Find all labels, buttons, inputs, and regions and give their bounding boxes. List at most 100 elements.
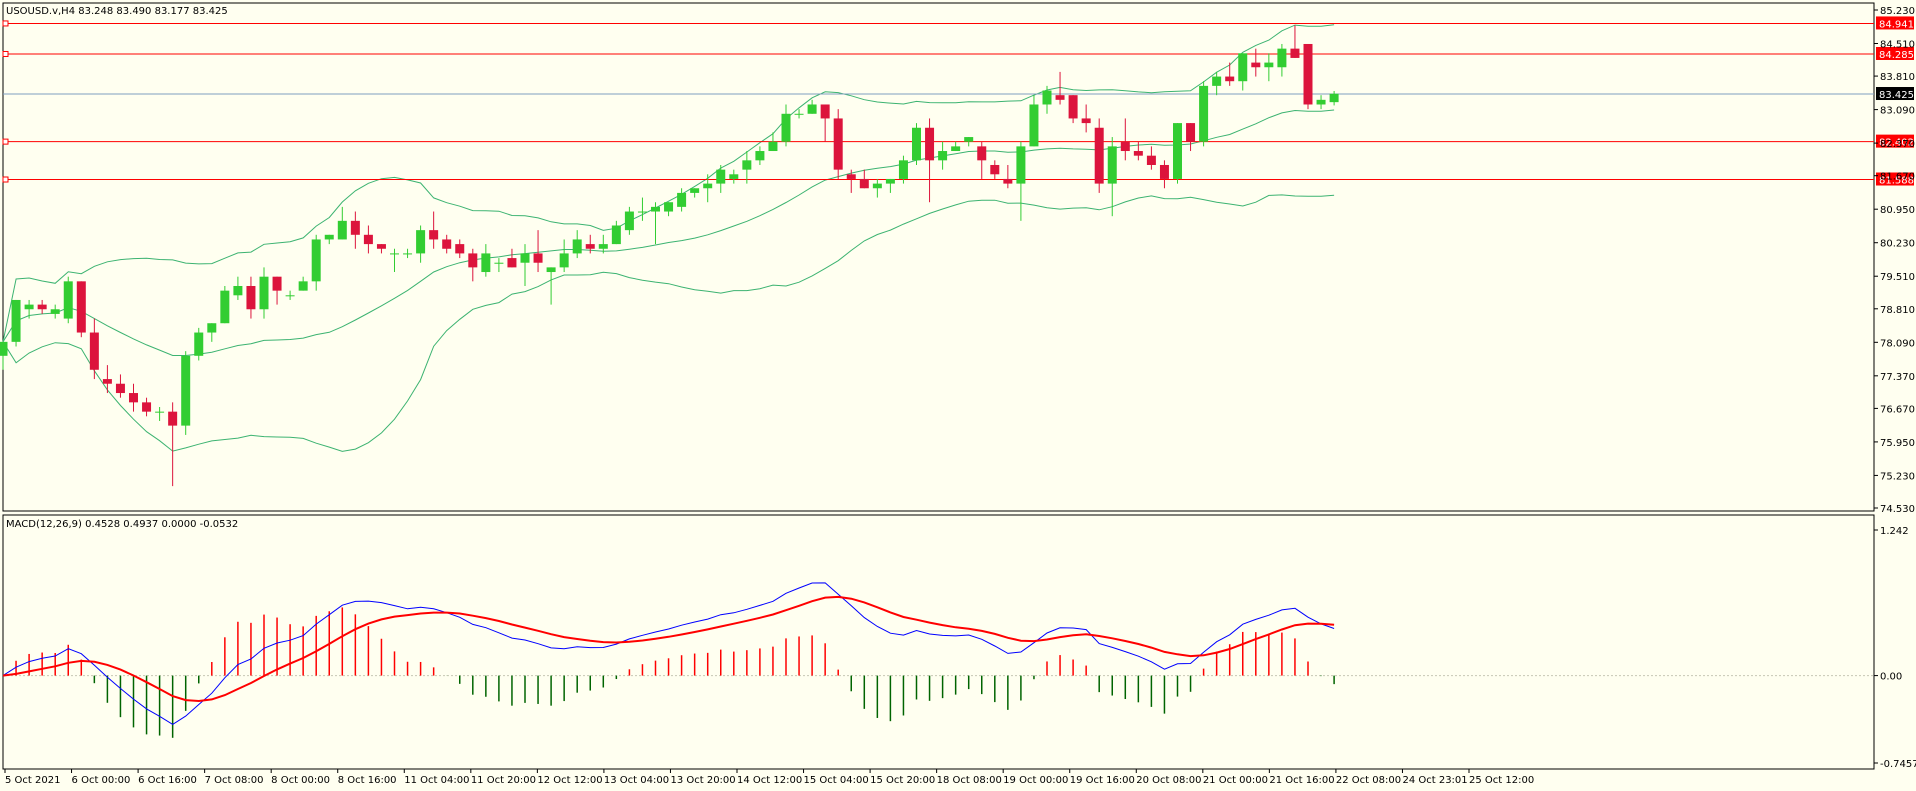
candle-body-bull [50, 309, 60, 314]
candle-body-bull [1107, 146, 1117, 184]
time-tick-label: 12 Oct 12:00 [537, 775, 602, 786]
level-anchor-handle[interactable] [2, 138, 9, 145]
candle-body-bear [1290, 48, 1300, 58]
price-tick-label: 80.950 [1880, 205, 1915, 216]
candle-body-bull [559, 253, 569, 268]
candle-body-bull [872, 183, 882, 189]
candle-body-bull [403, 253, 413, 255]
candle-body-bull [207, 323, 217, 333]
candle-body-bear [89, 332, 99, 370]
main-chart-header: USOUSD.v,H4 83.248 83.490 83.177 83.425 [6, 6, 228, 17]
candle-body-bear [115, 383, 125, 394]
candle-body-bull [324, 234, 334, 240]
candle-body-bull [220, 290, 230, 324]
level-price-label: 81.588 [1879, 176, 1914, 187]
candlestick-series [0, 25, 1339, 487]
price-tick-label: 81.670 [1880, 172, 1915, 183]
candle-body-bull [755, 151, 765, 161]
level-price-label: 84.941 [1879, 19, 1914, 30]
candle-body-bear [468, 253, 478, 268]
macd-signal-line [2, 595, 1335, 703]
candle-body-bull [768, 141, 778, 152]
time-tick-label: 7 Oct 08:00 [205, 775, 264, 786]
candle-body-bear [429, 230, 439, 240]
candle-body-bull [298, 281, 308, 291]
time-tick-label: 14 Oct 12:00 [737, 775, 802, 786]
candle-body-bear [102, 379, 112, 384]
candle-body-bull [572, 239, 582, 254]
candle-body-bear [142, 402, 152, 412]
price-tick-label: 75.950 [1880, 438, 1915, 449]
candle-body-bear [833, 118, 843, 170]
candle-body-bull [194, 332, 204, 356]
time-tick-label: 8 Oct 16:00 [338, 775, 397, 786]
current-price-tag [1876, 87, 1914, 101]
candle-body-bull [703, 183, 713, 189]
macd-axis: 1.242 0.00 -0.7457 [1874, 526, 1916, 770]
candle-body-bull [651, 206, 660, 212]
current-price-label: 83.425 [1879, 90, 1914, 101]
candle-body-bear [820, 104, 830, 119]
macd-tick-label: 0.00 [1880, 672, 1902, 683]
candle-body-bear [585, 244, 595, 249]
candle-body-bull [520, 253, 530, 263]
level-anchor-handle[interactable] [2, 50, 9, 57]
time-tick-label: 18 Oct 08:00 [937, 775, 1002, 786]
candle-body-bull [337, 220, 347, 240]
price-tick-label: 78.810 [1880, 305, 1915, 316]
time-tick-label: 5 Oct 2021 [5, 775, 60, 786]
main-plot-frame [2, 2, 1875, 512]
price-tick-label: 79.510 [1880, 272, 1915, 283]
candle-body-bear [37, 304, 47, 310]
candle-body-bear [846, 174, 856, 179]
price-tick-label: 85.230 [1880, 6, 1915, 17]
time-tick-label: 22 Oct 08:00 [1336, 775, 1401, 786]
time-tick-label: 13 Oct 04:00 [604, 775, 669, 786]
level-price-tag [1876, 134, 1914, 148]
candle-body-bear [1186, 123, 1196, 142]
candle-body-bull [24, 304, 34, 310]
candle-body-bear [977, 146, 987, 161]
candle-body-bear [1003, 178, 1013, 184]
time-tick-label: 11 Oct 04:00 [404, 775, 469, 786]
candle-body-bear [363, 234, 373, 245]
price-tick-label: 84.510 [1880, 40, 1915, 51]
time-tick-label: 6 Oct 00:00 [72, 775, 131, 786]
macd-plot-frame [2, 514, 1875, 770]
level-price-tag [1876, 172, 1914, 186]
candle-body-bull [781, 113, 791, 142]
candle-body-bull [11, 299, 21, 342]
candle-body-bull [690, 188, 700, 193]
level-anchor-handle[interactable] [2, 20, 9, 27]
candle-body-bear [533, 253, 543, 263]
macd-tick-label: -0.7457 [1880, 759, 1916, 770]
candle-body-bear [129, 393, 138, 403]
candle-body-bull [664, 202, 674, 212]
candle-body-bear [1068, 95, 1078, 119]
candle-body-bull [155, 411, 165, 413]
candle-body-bull [1316, 99, 1326, 105]
candle-body-bull [1042, 90, 1052, 105]
candle-body-bull [598, 244, 608, 249]
level-anchor-handle[interactable] [2, 176, 9, 183]
level-price-label: 82.402 [1879, 138, 1914, 149]
candle-body-bull [233, 285, 243, 296]
candle-body-bear [442, 239, 452, 249]
candle-body-bear [1133, 151, 1143, 156]
level-price-label: 84.285 [1879, 50, 1914, 61]
candle-body-bear [272, 276, 282, 291]
candle-body-bull [0, 341, 8, 356]
candle-body-bull [794, 113, 804, 115]
candle-body-bull [885, 178, 895, 184]
macd-series [2, 582, 1874, 738]
candle-body-bull [1264, 62, 1274, 68]
horizontal-levels: 84.941 84.285 82.402 81.588 83.425 [2, 16, 1914, 187]
candle-body-bull [1329, 93, 1339, 103]
candle-body-bear [246, 285, 256, 310]
price-axis: 85.230 84.510 83.810 83.090 82.370 81.670 80.9… [1874, 6, 1915, 515]
candle-body-bull [416, 230, 426, 254]
candle-body-bull [1199, 85, 1209, 142]
candle-body-bear [1094, 127, 1104, 184]
candle-body-bear [925, 127, 935, 161]
candle-body-bull [938, 151, 948, 161]
